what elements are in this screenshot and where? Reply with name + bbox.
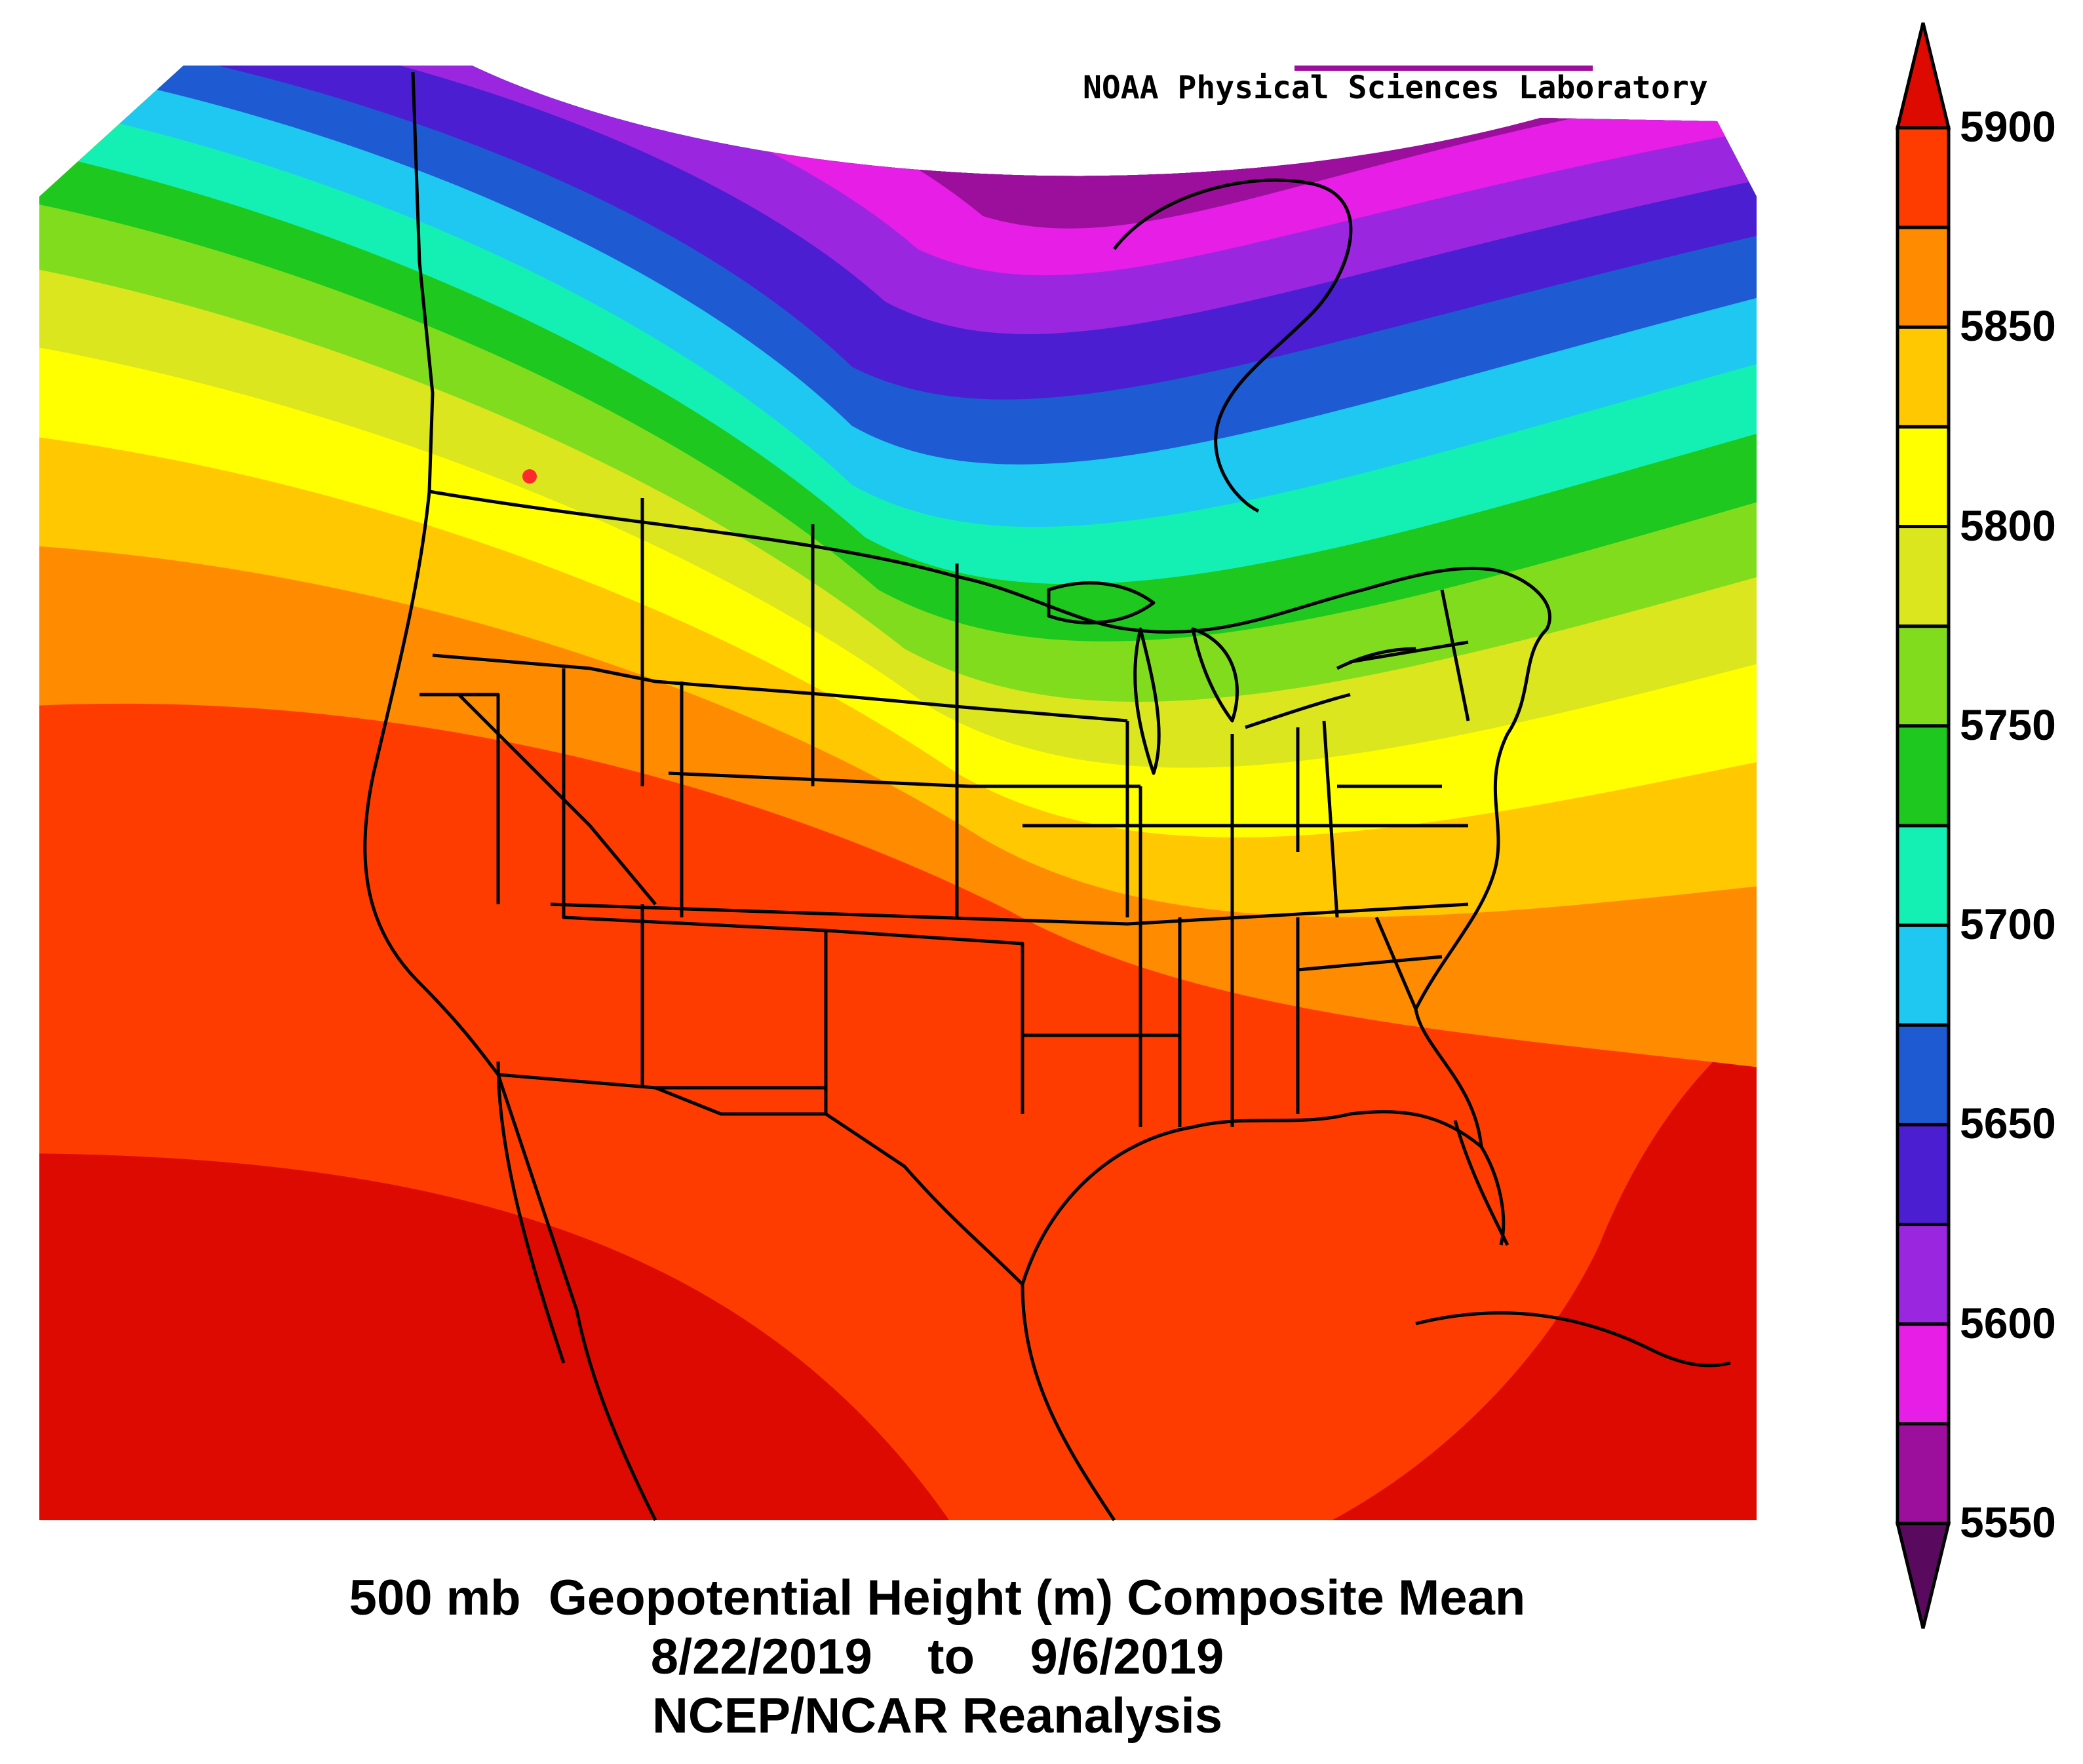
colorbar-tick-label: 5600	[1960, 1298, 2056, 1347]
colorbar-tick-label: 5900	[1960, 102, 2056, 151]
colorbar-min-arrow	[1895, 1522, 1951, 1629]
colorbar-tick-label: 5650	[1960, 1099, 2056, 1148]
colorbar	[1895, 22, 1951, 1629]
colorbar-segment	[1896, 824, 1951, 927]
caption-source: NCEP/NCAR Reanalysis	[652, 1688, 1223, 1744]
colorbar-tick-label: 5550	[1960, 1498, 2056, 1546]
colorbar-segment	[1896, 1422, 1951, 1525]
colorbar-segment	[1896, 1122, 1951, 1227]
colorbar-segment	[1896, 225, 1951, 329]
colorbar-segment	[1896, 1223, 1951, 1326]
colorbar-tick-label: 5750	[1960, 700, 2056, 749]
colorbar-tick-label: 5800	[1960, 501, 2056, 550]
coastline-and-state-borders	[363, 71, 1731, 1522]
location-marker	[522, 469, 537, 484]
colorbar-segment	[1896, 1322, 1951, 1426]
colorbar-segment	[1896, 126, 1951, 229]
credit-accent-bar	[1295, 66, 1593, 71]
colorbar-segment	[1896, 425, 1951, 529]
caption-dates: 8/22/2019 to 9/6/2019	[650, 1629, 1224, 1685]
caption-title: 500 mb Geopotential Height (m) Composite…	[349, 1570, 1526, 1626]
credit-label: NOAA Physical Sciences Laboratory	[1083, 69, 1708, 106]
colorbar-segment	[1896, 325, 1951, 429]
colorbar-segment	[1896, 923, 1951, 1027]
colorbar-segment	[1896, 525, 1951, 628]
colorbar-tick-label: 5850	[1960, 301, 2056, 351]
colorbar-max-arrow	[1895, 22, 1951, 130]
colorbar-segment	[1896, 724, 1951, 828]
colorbar-segment	[1896, 1023, 1951, 1126]
colorbar-tick-label: 5700	[1960, 900, 2056, 949]
colorbar-segment	[1896, 624, 1951, 728]
